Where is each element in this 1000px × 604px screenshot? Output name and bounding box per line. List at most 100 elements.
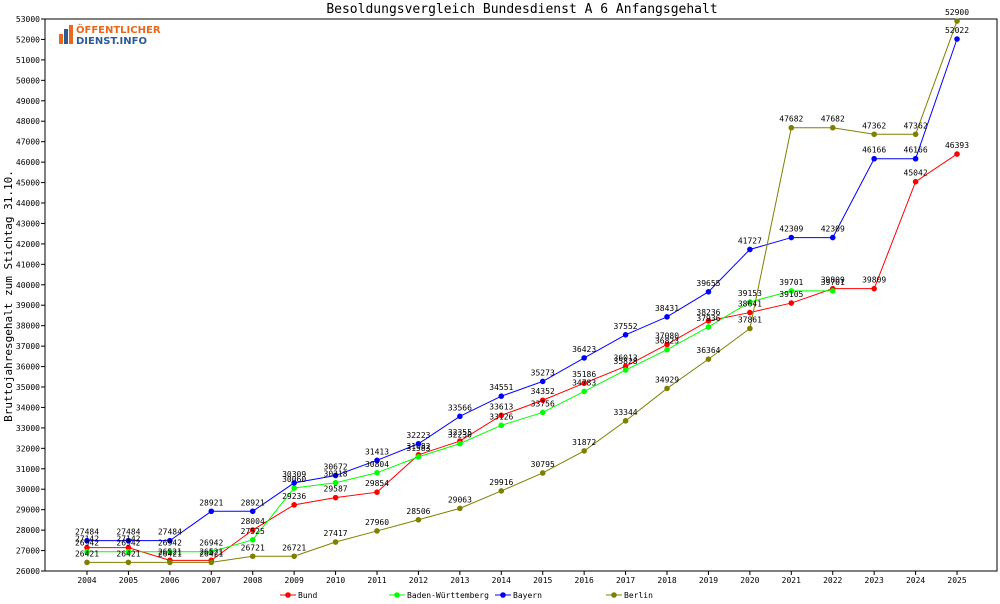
y-tick-label: 36000	[16, 363, 40, 372]
site-logo: ÖFFENTLICHER DIENST.INFO	[56, 22, 161, 47]
data-point-bayern	[705, 289, 712, 295]
data-point-bund	[705, 318, 712, 324]
data-label-bund: 33613	[489, 402, 513, 411]
y-tick-label: 47000	[16, 138, 40, 147]
data-point-bund	[747, 309, 753, 316]
axes: 26000 27000 28000 29000 30000 31000 32000 33000…	[16, 15, 998, 585]
data-point-berlin	[332, 539, 339, 545]
x-tick-label: 2025	[947, 576, 966, 585]
data-label-baden-w-rttemberg: 30060	[282, 475, 306, 484]
legend-marker-baden-w-rttemberg	[394, 592, 400, 598]
legend-marker-bund	[285, 592, 291, 598]
data-label-baden-w-rttemberg: 26942	[199, 539, 223, 548]
x-tick-label: 2012	[409, 576, 428, 585]
data-label-bayern: 27484	[158, 528, 182, 537]
data-label-bayern: 52022	[945, 26, 969, 35]
data-label-baden-w-rttemberg: 26942	[75, 539, 99, 548]
data-label-bayern: 27484	[116, 528, 140, 537]
data-label-berlin: 36364	[696, 346, 720, 355]
x-tick-label: 2015	[533, 576, 552, 585]
data-label-berlin: 34929	[655, 375, 679, 384]
data-point-berlin	[84, 559, 90, 566]
data-point-baden-w-rttemberg	[539, 409, 546, 416]
x-tick-label: 2024	[906, 576, 925, 585]
data-point-bayern	[415, 440, 422, 447]
data-label-berlin: 26721	[282, 543, 306, 552]
data-label-bayern: 36423	[572, 345, 596, 354]
data-point-bayern	[167, 537, 173, 544]
data-point-baden-w-rttemberg	[332, 479, 339, 486]
legend-item-bayern: Bayern	[495, 591, 542, 600]
data-point-bayern	[664, 314, 670, 320]
data-label-baden-w-rttemberg: 33126	[489, 412, 513, 421]
y-tick-label: 48000	[16, 117, 40, 126]
data-point-baden-w-rttemberg	[167, 548, 173, 555]
data-label-berlin: 52900	[945, 8, 969, 17]
data-label-baden-w-rttemberg: 26942	[116, 539, 140, 548]
data-label-baden-w-rttemberg: 27525	[241, 527, 265, 536]
y-axis-label: Bruttojahresgehalt zum Stichtag 31.10.	[2, 170, 15, 422]
x-tick-label: 2004	[77, 576, 96, 585]
data-label-baden-w-rttemberg: 37936	[696, 314, 720, 323]
data-point-bund	[664, 341, 670, 348]
data-label-berlin: 26421	[116, 549, 140, 558]
data-label-bund: 39809	[821, 276, 845, 285]
y-tick-label: 41000	[16, 260, 40, 269]
data-label-bayern: 31413	[365, 447, 389, 456]
x-tick-label: 2014	[492, 576, 511, 585]
data-label-bayern: 32223	[406, 431, 430, 440]
data-point-bund	[125, 544, 132, 551]
data-label-baden-w-rttemberg: 30804	[365, 460, 389, 469]
data-point-berlin	[374, 528, 380, 534]
x-tick-label: 2005	[119, 576, 138, 585]
x-tick-label: 2016	[575, 576, 594, 585]
data-label-bayern: 27484	[75, 528, 99, 537]
series-lines	[84, 18, 960, 566]
data-point-berlin	[498, 488, 505, 494]
y-tick-label: 33000	[16, 424, 40, 433]
data-label-baden-w-rttemberg: 36823	[655, 337, 679, 346]
data-point-bayern	[374, 457, 380, 464]
logo-background	[56, 22, 160, 47]
data-point-bayern	[249, 508, 256, 515]
data-label-bayern: 28921	[199, 498, 223, 507]
data-point-baden-w-rttemberg	[291, 485, 297, 491]
legend-item-berlin: Berlin	[606, 591, 653, 600]
data-label-bayern: 42309	[779, 225, 803, 234]
data-labels: 27142 27142 26521 26521 28004 29236 29587 29854…	[75, 8, 969, 558]
data-point-baden-w-rttemberg	[664, 346, 670, 353]
data-label-bund: 28004	[241, 517, 265, 526]
data-label-berlin: 47682	[779, 115, 803, 124]
data-point-bund	[84, 544, 90, 551]
data-label-berlin: 26721	[241, 543, 265, 552]
data-label-bund: 39105	[779, 290, 803, 299]
data-point-berlin	[705, 356, 712, 362]
data-label-baden-w-rttemberg: 32230	[448, 431, 472, 440]
data-point-bund	[581, 380, 587, 386]
data-point-baden-w-rttemberg	[829, 288, 836, 294]
data-point-berlin	[871, 131, 877, 138]
x-tick-label: 2009	[285, 576, 304, 585]
data-label-baden-w-rttemberg: 26942	[158, 539, 182, 548]
data-point-bayern	[747, 246, 753, 253]
data-point-bayern	[829, 234, 836, 241]
y-tick-label: 29000	[16, 506, 40, 515]
data-point-bund	[539, 397, 546, 404]
data-point-baden-w-rttemberg	[788, 288, 795, 294]
data-label-bund: 29587	[324, 485, 348, 494]
data-point-baden-w-rttemberg	[84, 548, 90, 555]
data-label-baden-w-rttemberg: 39701	[779, 278, 803, 287]
data-point-bayern	[954, 36, 960, 42]
data-point-berlin	[291, 553, 297, 560]
series-baden-w-rttemberg	[84, 288, 836, 555]
data-label-baden-w-rttemberg: 34783	[572, 378, 596, 387]
x-tick-label: 2008	[243, 576, 262, 585]
data-point-bayern	[84, 537, 90, 544]
series-line-berlin	[87, 20, 958, 563]
plot-frame	[44, 18, 998, 572]
logo-text-line1: ÖFFENTLICHER	[76, 22, 161, 36]
data-label-bayern: 37552	[614, 322, 638, 331]
x-tick-label: 2018	[657, 576, 676, 585]
